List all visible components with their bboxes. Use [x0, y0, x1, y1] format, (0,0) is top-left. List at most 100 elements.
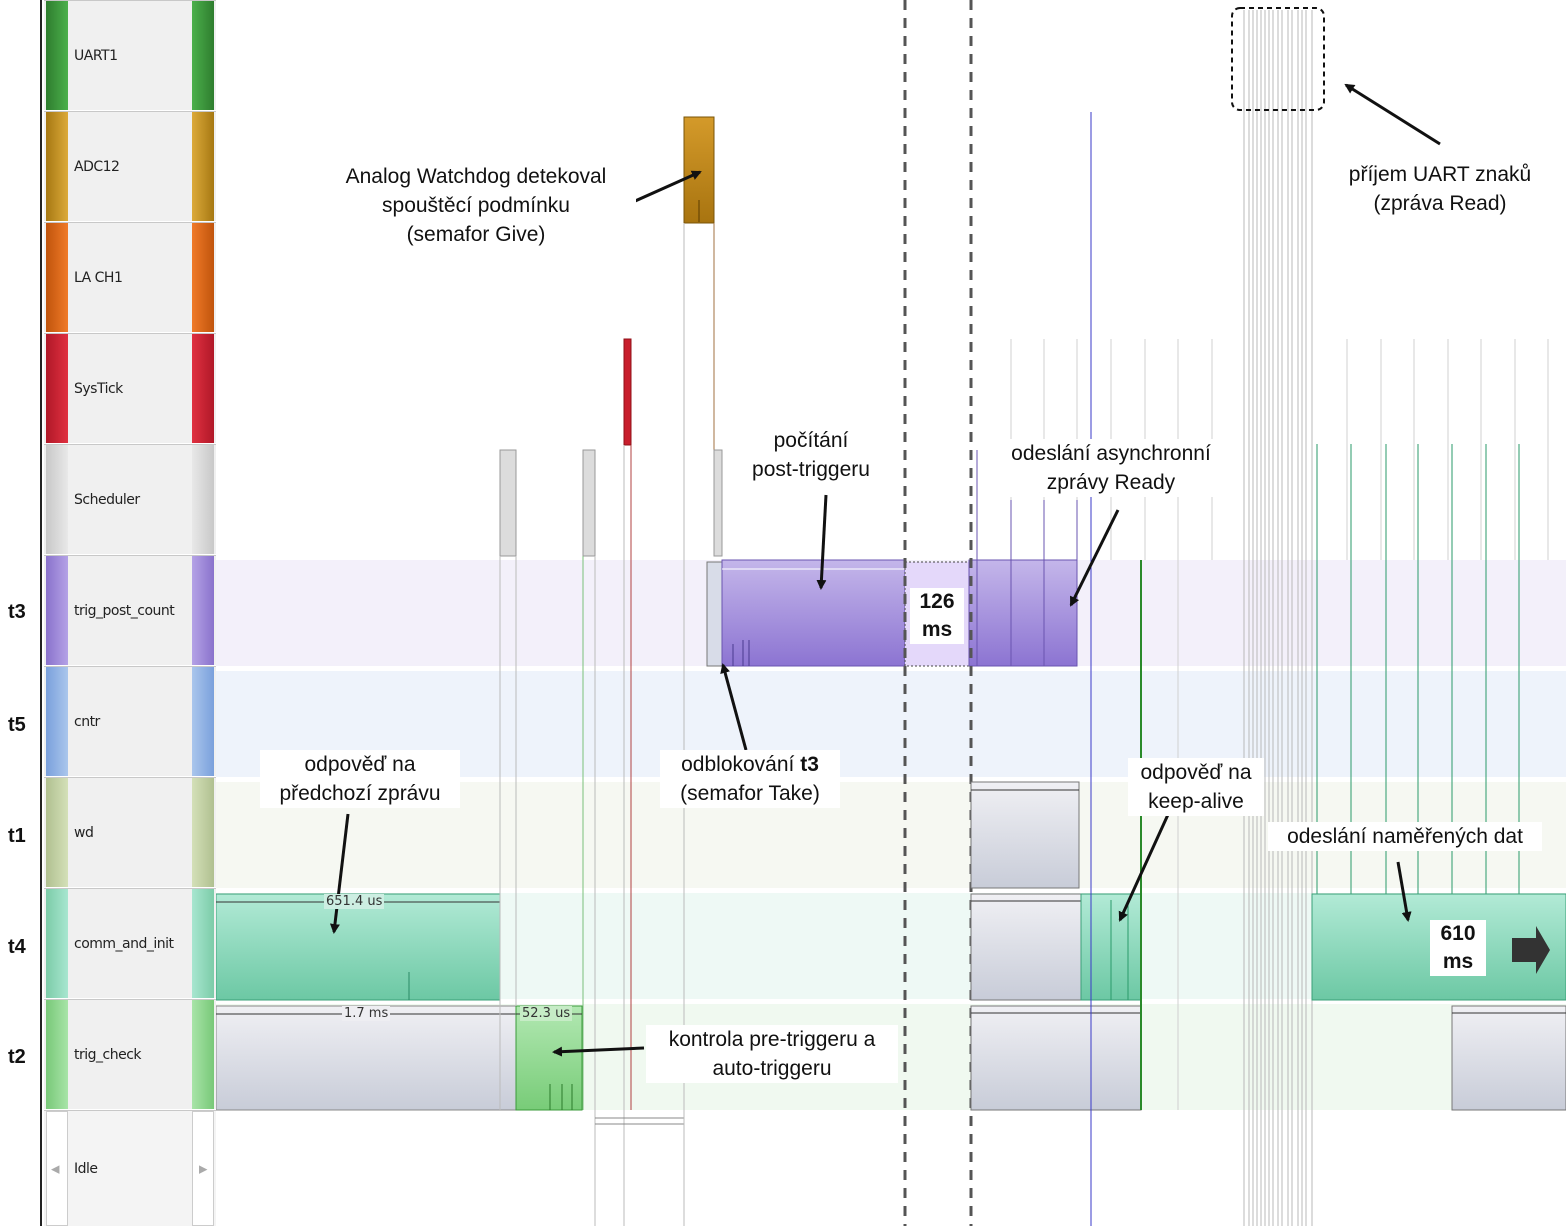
lane-trig-check[interactable]: trig_check — [44, 999, 216, 1109]
annotation-line: odeslání naměřených dat — [1287, 825, 1523, 848]
task-id-column: t3 t5 t1 t4 t2 — [0, 0, 44, 1226]
lane-idle[interactable]: ◀ Idle ▶ — [44, 1110, 216, 1226]
annotation-line: (semafor Give) — [406, 223, 546, 246]
lane-color-left — [46, 667, 68, 776]
lane-color-right — [192, 556, 214, 665]
task-id-t5: t5 — [8, 714, 26, 736]
annotation-line: odeslání asynchronní — [1011, 442, 1211, 465]
annotation-unblock: odblokování t3 (semafor Take) — [660, 750, 840, 808]
annotation-async-ready: odeslání asynchronní zprávy Ready — [988, 439, 1234, 497]
gap-duration-unit: ms — [921, 618, 953, 641]
arrow-pretrigger — [552, 1046, 645, 1057]
annotation-line: předchozí zprávu — [279, 782, 441, 805]
lane-color-right — [192, 1, 214, 110]
lane-wd[interactable]: wd — [44, 777, 216, 887]
arrow-post-count — [816, 494, 828, 590]
arrow-prev-reply — [329, 813, 350, 934]
annotation-text: odblokování — [681, 753, 801, 776]
systick-block[interactable] — [623, 338, 632, 446]
lane-color-left — [46, 1000, 68, 1109]
lane-adc12[interactable]: ADC12 — [44, 111, 216, 221]
lane-color-left — [46, 889, 68, 998]
scroll-left-button[interactable]: ◀ — [46, 1111, 68, 1226]
gap-duration-value: 126 — [919, 590, 955, 613]
task-id-t4: t4 — [8, 936, 26, 958]
end-duration-label: 610 ms — [1430, 920, 1486, 976]
lane-uart1[interactable]: UART1 — [44, 0, 216, 110]
annotation-line: post-triggeru — [752, 458, 870, 481]
lane-color-left — [46, 223, 68, 332]
annotation-keepalive: odpověď na keep-alive — [1128, 758, 1264, 816]
annotation-pretrigger: kontrola pre-triggeru a auto-triggeru — [646, 1025, 898, 1083]
annotation-uart: příjem UART znaků (zpráva Read) — [1330, 160, 1550, 218]
trig-check-block-3[interactable] — [970, 1005, 1142, 1111]
lane-scheduler[interactable]: Scheduler — [44, 444, 216, 554]
arrow-watchdog — [623, 170, 702, 208]
task-id-t3: t3 — [8, 601, 26, 623]
tpc-block-1[interactable] — [721, 559, 906, 667]
annotation-watchdog: Analog Watchdog detekoval spouštěcí podm… — [316, 162, 636, 249]
lane-color-left — [46, 556, 68, 665]
purple-ticks — [976, 450, 1078, 666]
lane-comm-and-init[interactable]: comm_and_init — [44, 888, 216, 998]
task-id-t2: t2 — [8, 1046, 26, 1068]
lane-color-right — [192, 445, 214, 554]
annotation-line: Analog Watchdog detekoval — [345, 165, 607, 188]
continue-arrow-icon — [1512, 926, 1550, 974]
annotation-line: odpověď na — [304, 753, 416, 776]
annotation-post-count: počítání post-triggeru — [726, 426, 896, 484]
lane-label: trig_check — [74, 1046, 142, 1063]
duration-label-trig-check-short: 52.3 us — [520, 1006, 573, 1021]
lane-cntr[interactable]: cntr — [44, 666, 216, 776]
scheduler-block-1[interactable] — [499, 449, 517, 557]
tpc-block-2[interactable] — [968, 559, 1078, 667]
annotation-measured: odeslání naměřených dat — [1268, 822, 1542, 851]
lane-systick[interactable]: SysTick — [44, 333, 216, 443]
lane-color-right — [192, 112, 214, 221]
annotation-line: keep-alive — [1148, 790, 1244, 813]
lane-label: cntr — [74, 713, 100, 730]
lane-color-right — [192, 778, 214, 887]
lane-label: ADC12 — [74, 158, 120, 175]
annotation-bold: t3 — [800, 753, 819, 776]
annotation-line: spouštěcí podmínku — [382, 194, 570, 217]
scheduler-block-2[interactable] — [582, 449, 596, 557]
lane-la-ch1[interactable]: LA CH1 — [44, 222, 216, 332]
lane-color-left — [46, 112, 68, 221]
annotation-line: odpověď na — [1140, 761, 1252, 784]
end-duration-value: 610 — [1440, 922, 1476, 945]
lane-trig-post-count[interactable]: trig_post_count — [44, 555, 216, 665]
gap-duration-label: 126 ms — [910, 588, 964, 644]
comm-gray-block[interactable] — [970, 893, 1082, 1001]
arrow-measured — [1396, 861, 1412, 922]
arrow-keepalive — [1118, 796, 1178, 922]
comm-block-1[interactable] — [215, 893, 501, 1001]
lane-color-right — [192, 1000, 214, 1109]
lane-color-right — [192, 667, 214, 776]
task-id-t1: t1 — [8, 825, 26, 847]
lane-color-left — [46, 334, 68, 443]
lane-label: LA CH1 — [74, 269, 123, 286]
lane-label: comm_and_init — [74, 935, 174, 952]
scheduler-block-3[interactable] — [713, 449, 723, 557]
scroll-right-button[interactable]: ▶ — [192, 1111, 214, 1226]
annotation-line: (zpráva Read) — [1373, 192, 1507, 215]
annotation-prev-reply: odpověď na předchozí zprávu — [260, 750, 460, 808]
lane-label: Scheduler — [74, 491, 140, 508]
lane-label: SysTick — [74, 380, 123, 397]
wd-block[interactable] — [970, 781, 1080, 889]
tpc-preblock[interactable] — [706, 561, 723, 667]
trig-check-block-1[interactable] — [215, 1005, 517, 1111]
arrow-unblock — [720, 663, 748, 751]
annotation-line: počítání — [773, 429, 849, 452]
timeline-chart[interactable]: 651.4 us 1.7 ms 52.3 us 126 ms 610 ms An… — [215, 0, 1566, 1226]
trig-check-block-4[interactable] — [1451, 1005, 1566, 1111]
lane-color-left — [46, 445, 68, 554]
lane-label: UART1 — [74, 47, 118, 64]
lane-color-left — [46, 778, 68, 887]
lane-label: wd — [74, 824, 94, 841]
lane-color-left — [46, 1, 68, 110]
annotation-line: kontrola pre-triggeru a — [668, 1028, 876, 1051]
lane-label: trig_post_count — [74, 602, 175, 619]
lane-color-right — [192, 889, 214, 998]
